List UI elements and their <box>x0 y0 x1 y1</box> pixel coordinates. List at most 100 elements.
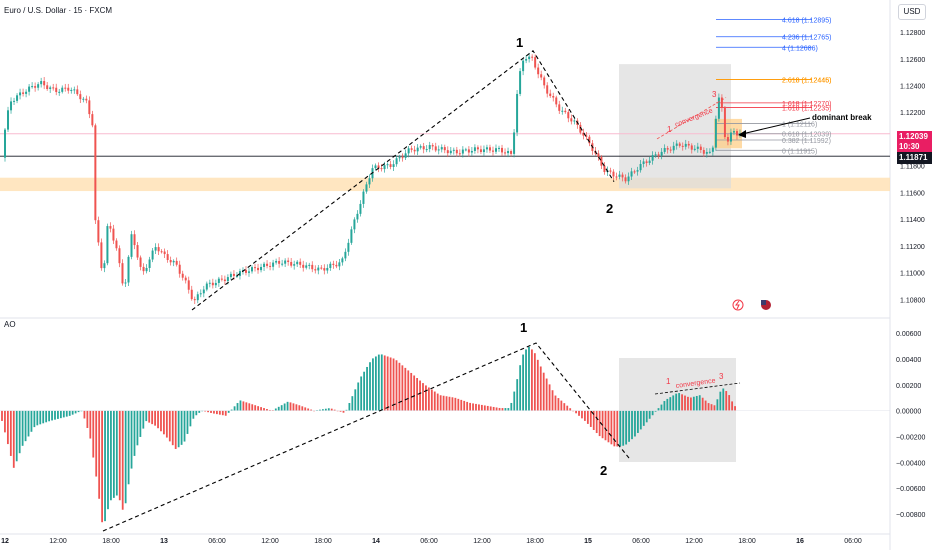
ao-bar <box>324 408 327 411</box>
price-candle <box>133 234 136 246</box>
ao-bar <box>283 403 286 411</box>
price-candle <box>184 277 187 281</box>
wave-label-3: 3 <box>712 90 717 99</box>
price-candle <box>142 266 145 272</box>
price-candle <box>386 164 389 166</box>
price-candle <box>639 164 642 171</box>
price-candle <box>422 146 425 150</box>
time-axis-tick: 12:00 <box>685 538 703 545</box>
ao-bar <box>266 409 268 411</box>
ao-bar <box>230 409 233 411</box>
price-candle <box>519 71 522 94</box>
current-price-value: 1.12039 <box>899 132 928 141</box>
price-candle <box>187 280 190 290</box>
price-candle <box>720 97 723 108</box>
price-candle <box>525 59 528 61</box>
ao-bar <box>6 410 9 445</box>
price-candle <box>115 240 118 249</box>
ao-bar <box>227 410 230 413</box>
ao-bar <box>301 406 304 411</box>
ao-bar <box>83 410 86 419</box>
price-candle <box>455 149 458 154</box>
marked-price-tag: 1.11871 <box>897 152 932 164</box>
ao-bar <box>563 403 566 411</box>
ao-bar <box>165 410 168 438</box>
price-candle <box>564 110 567 113</box>
currency-button[interactable]: USD <box>898 4 926 20</box>
price-candle <box>660 151 663 156</box>
price-candle <box>202 289 205 294</box>
price-candle <box>196 294 199 301</box>
price-candle <box>473 147 476 151</box>
price-candle <box>341 258 344 263</box>
ao-bar <box>589 410 592 427</box>
ao-bar <box>224 410 227 416</box>
ao-bar <box>598 410 601 437</box>
ao-bar <box>295 404 298 411</box>
price-axis-tick: 1.11600 <box>900 190 925 197</box>
price-candle <box>377 165 380 169</box>
ao-bar <box>684 395 686 411</box>
price-convergence-line <box>656 97 727 140</box>
price-candle <box>260 266 263 271</box>
fib-label: 1 (1.12116) <box>782 121 817 128</box>
ao-wave-label-sub-1: 1 <box>666 377 671 386</box>
ao-bar <box>321 409 324 411</box>
price-candle <box>28 86 31 92</box>
ao-bar <box>342 410 345 413</box>
price-candle <box>603 165 606 173</box>
ao-bar <box>728 395 731 411</box>
price-candle <box>416 147 419 152</box>
price-candle <box>672 145 675 151</box>
price-candle <box>49 87 52 89</box>
price-candle <box>549 93 552 97</box>
ao-indicator-label[interactable]: AO <box>4 320 16 329</box>
price-axis-tick: 1.11200 <box>900 244 925 251</box>
symbol-title[interactable]: Euro / U.S. Dollar · 15 · FXCM <box>4 6 113 15</box>
price-candle <box>732 131 735 133</box>
ao-bar <box>625 410 628 445</box>
ao-bar <box>351 396 354 411</box>
price-candle <box>97 220 100 243</box>
ao-bar <box>483 405 486 411</box>
ao-bar <box>339 410 342 412</box>
ao-bar <box>628 410 630 442</box>
ao-bar <box>163 410 165 435</box>
ao-bar <box>71 410 74 415</box>
price-candle <box>254 267 257 269</box>
ao-bar <box>695 395 698 411</box>
price-candle <box>166 254 169 261</box>
ao-bar <box>366 366 368 411</box>
wave-label-sub-1: 1 <box>667 125 672 134</box>
ao-bar <box>59 410 62 419</box>
ao-bar <box>171 410 174 446</box>
ao-bar <box>168 410 171 442</box>
price-candle <box>705 152 708 154</box>
price-candle <box>651 155 654 161</box>
price-candle <box>600 156 603 166</box>
ao-bar <box>130 410 133 469</box>
ao-bar <box>180 410 183 445</box>
ao-bar <box>430 389 433 411</box>
price-candle <box>558 104 561 111</box>
ao-axis-tick: −0.00800 <box>896 512 925 519</box>
price-candle <box>4 129 6 158</box>
ao-bar <box>248 403 251 411</box>
price-candle <box>157 247 160 252</box>
price-candle <box>199 293 202 295</box>
price-candle <box>305 265 308 268</box>
ao-bar <box>719 391 722 411</box>
ao-bar <box>486 405 489 411</box>
price-candle <box>172 260 175 263</box>
ao-bar <box>622 410 625 446</box>
price-candle <box>627 176 630 182</box>
price-candle <box>570 118 573 122</box>
price-candle <box>443 147 446 151</box>
ao-bar <box>410 372 413 411</box>
price-candle <box>350 229 353 243</box>
price-candle <box>510 151 513 154</box>
ao-bar <box>336 410 339 412</box>
price-candle <box>696 146 699 149</box>
ao-bar <box>124 410 127 504</box>
